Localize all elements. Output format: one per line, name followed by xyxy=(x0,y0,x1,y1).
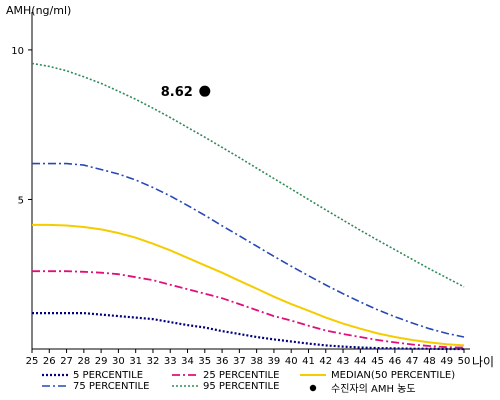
x-tick-label: 27 xyxy=(60,356,73,367)
x-tick-label: 30 xyxy=(112,356,125,367)
x-tick-label: 42 xyxy=(319,356,332,367)
x-axis-label: 나이 xyxy=(472,355,494,369)
x-tick-label: 43 xyxy=(337,356,350,367)
x-tick-label: 32 xyxy=(147,356,160,367)
x-tick-label: 45 xyxy=(371,356,384,367)
series-line-2 xyxy=(32,223,465,347)
chart-axes: 5 10 25 26 27 28 29 30 31 32 33 34 35 36 37 38 39 40 41 42 4… xyxy=(11,12,470,367)
y-tick-label: 5 xyxy=(18,195,24,206)
legend-label-0: 5 PERCENTILE xyxy=(73,370,143,381)
x-tick-label: 33 xyxy=(164,356,177,367)
x-tick-label: 49 xyxy=(440,356,453,367)
series-line-4 xyxy=(31,62,465,288)
x-tick-label: 38 xyxy=(250,356,263,367)
legend-marker-dot xyxy=(309,384,317,392)
x-tick-label: 47 xyxy=(406,356,419,367)
x-tick-label: 37 xyxy=(233,356,246,367)
x-tick-label: 41 xyxy=(302,356,315,367)
legend-label-2: MEDIAN(50 PERCENTILE) xyxy=(331,370,455,381)
marker-layer: 8.62 xyxy=(161,85,211,100)
x-tick-label: 50 xyxy=(458,356,471,367)
x-tick-label: 40 xyxy=(285,356,298,367)
x-tick-label: 28 xyxy=(77,356,90,367)
series-line-0 xyxy=(32,312,464,351)
x-tick-label: 39 xyxy=(268,356,281,367)
y-axis-label: AMH(ng/ml) xyxy=(6,4,71,17)
series-line-3 xyxy=(32,162,465,338)
y-tick-label: 10 xyxy=(11,46,24,57)
legend-label-4: 95 PERCENTILE xyxy=(203,381,279,392)
x-tick-label: 26 xyxy=(43,356,56,367)
legend-label-3: 75 PERCENTILE xyxy=(73,381,149,392)
x-tick-label: 48 xyxy=(423,356,436,367)
series-line-1 xyxy=(32,270,465,349)
legend-label-1: 25 PERCENTILE xyxy=(203,370,279,381)
legend-marker-label: 수진자의 AMH 농도 xyxy=(331,383,416,395)
patient-amh-point xyxy=(199,85,211,97)
labels-layer: AMH(ng/ml) 나이 xyxy=(6,4,494,369)
x-tick-label: 25 xyxy=(26,356,39,367)
x-tick-label: 44 xyxy=(354,356,367,367)
x-tick-label: 36 xyxy=(216,356,229,367)
x-tick-label: 35 xyxy=(198,356,211,367)
patient-amh-value: 8.62 xyxy=(161,85,193,100)
legend: 5 PERCENTILE 25 PERCENTILE MEDIAN(50 PERCE… xyxy=(42,370,455,395)
x-tick-label: 34 xyxy=(181,356,194,367)
x-tick-label: 31 xyxy=(129,356,142,367)
series-layer xyxy=(31,62,465,351)
x-tick-label: 46 xyxy=(389,356,402,367)
x-tick-label: 29 xyxy=(95,356,108,367)
